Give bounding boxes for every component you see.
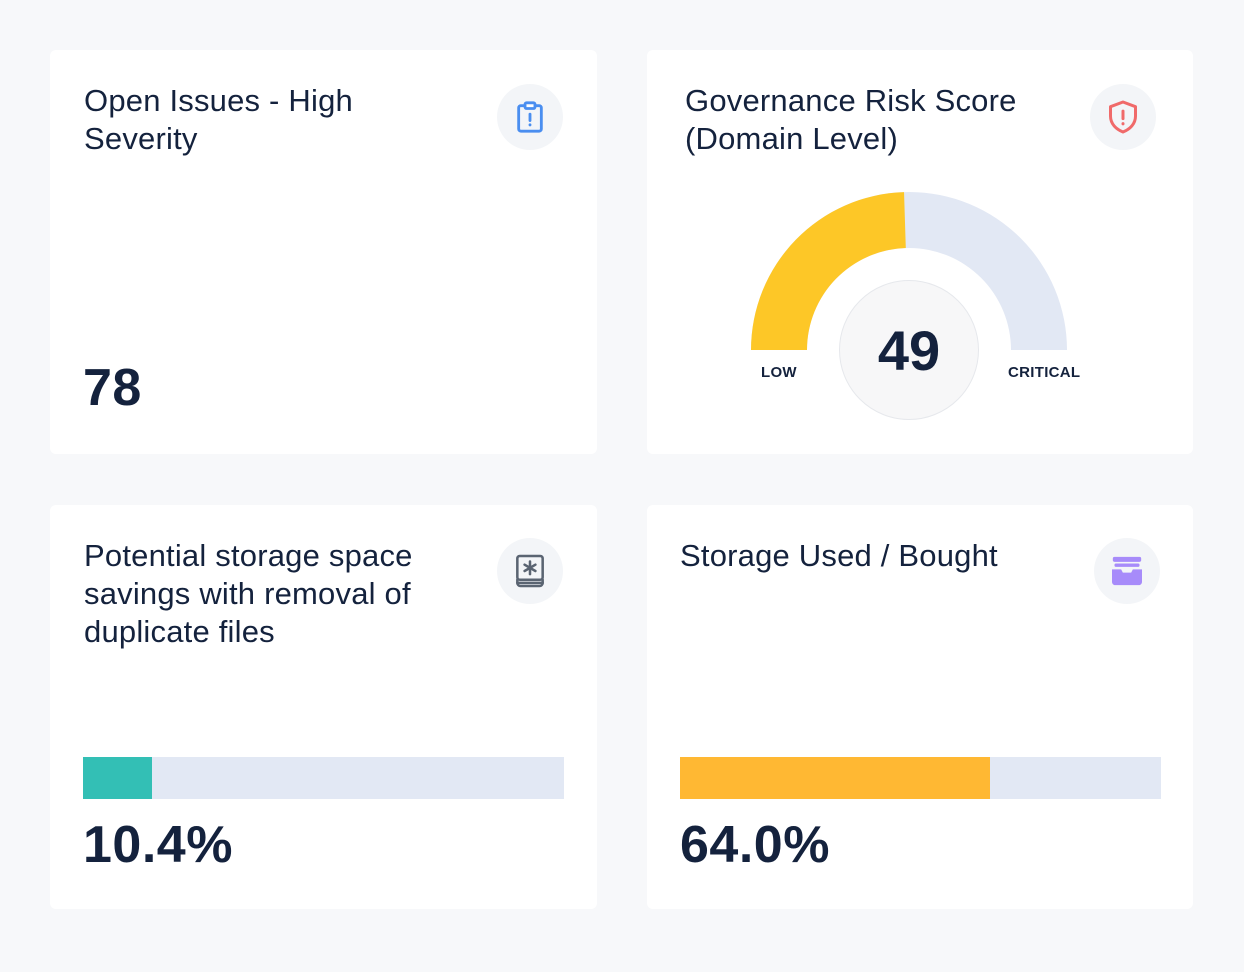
issues-count: 78 — [83, 359, 142, 417]
storage-used-bar-fill — [680, 757, 991, 799]
gauge-score: 49 — [839, 280, 979, 420]
gauge-low-label: LOW — [761, 364, 797, 381]
archive-tray-icon — [1094, 538, 1160, 604]
gauge-critical-label: CRITICAL — [1008, 364, 1081, 381]
risk-gauge — [751, 192, 1067, 350]
card-title: Governance Risk Score (Domain Level) — [685, 83, 1017, 156]
duplicate-file-icon — [497, 538, 563, 604]
card-title: Potential storage space savings with rem… — [84, 538, 413, 649]
gauge-fill — [751, 192, 906, 350]
shield-alert-icon — [1090, 84, 1156, 150]
clipboard-alert-icon — [497, 84, 563, 150]
duplicate-savings-bar-fill — [83, 757, 153, 799]
governance-risk-card: Governance Risk Score (Domain Level) 49 … — [647, 50, 1193, 454]
card-title: Storage Used / Bought — [680, 538, 998, 573]
storage-used-bar — [680, 757, 1161, 799]
duplicate-savings-value: 10.4% — [83, 816, 233, 874]
open-issues-card: Open Issues - High Severity 78 — [50, 50, 597, 454]
duplicate-savings-card: Potential storage space savings with rem… — [50, 505, 597, 909]
storage-used-card: Storage Used / Bought 64.0% — [647, 505, 1193, 909]
duplicate-savings-bar — [83, 757, 564, 799]
card-title: Open Issues - High Severity — [84, 83, 353, 156]
storage-used-value: 64.0% — [680, 816, 830, 874]
